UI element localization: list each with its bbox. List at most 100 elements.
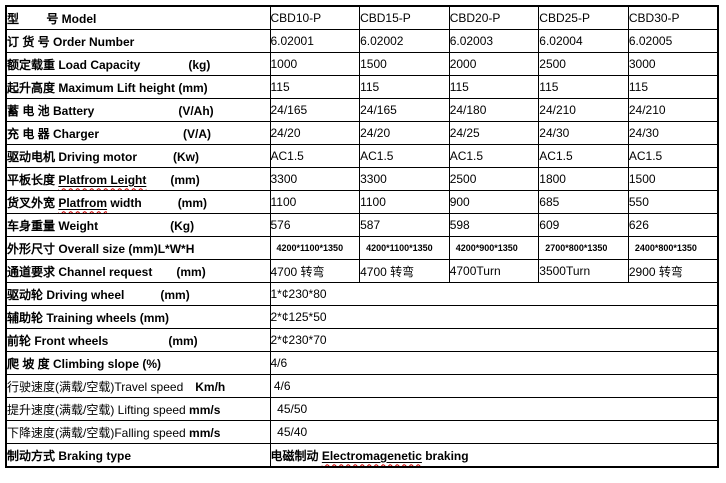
table-row-weight: 车身重量 Weight (Kg) 576 587 598 609 626 [5, 213, 719, 237]
text-segment: 辅助轮 Training wheels (mm) [7, 310, 170, 325]
value-cell-order-number: 6.02003 [448, 29, 540, 53]
value-cell-driving-motor: AC1.5 [448, 144, 540, 168]
table-row-load-capacity: 额定载重 Load Capacity (kg) 1000 1500 2000 2500 3… [5, 52, 719, 76]
value-cell-lifting-speed: 45/50 [269, 397, 719, 421]
row-label-driving-motor: 驱动电机 Driving motor (Kw) [5, 144, 271, 168]
text-segment: 平板长度 [7, 172, 59, 187]
row-label-platform-width: 货叉外宽 Platfrom width (mm) [5, 190, 271, 214]
value-cell-weight: 609 [538, 213, 629, 237]
table-row-climbing-slope: 爬 坡 度 Climbing slope (%) 4/6 [5, 351, 719, 375]
text-segment: 充 电 器 Charger (V/A) [7, 126, 212, 141]
value-cell-driving-motor: AC1.5 [627, 144, 719, 168]
row-label-travel-speed: 行驶速度(满载/空载)Travel speed Km/h [5, 374, 271, 398]
text-segment: 外形尺寸 Overall size (mm)L*W*H [7, 241, 195, 256]
value-cell-platform-width: 1100 [269, 190, 361, 214]
value-cell-weight: 587 [359, 213, 450, 237]
value-cell-order-number: 6.02004 [538, 29, 629, 53]
table-row-model: 型 号 Model CBD10-P CBD15-P CBD20-P CBD25-P CBD… [5, 5, 719, 30]
text-segment: 下降速度(满载/空载)Falling speed [7, 425, 190, 440]
value-cell-model: CBD20-P [448, 5, 540, 30]
table-row-lifting-speed: 提升速度(满载/空载) Lifting speed mm/s 45/50 [5, 397, 719, 421]
text-segment: 2*¢125*50 [270, 310, 327, 324]
value-cell-climbing-slope: 4/6 [269, 351, 719, 375]
row-label-falling-speed: 下降速度(满载/空载)Falling speed mm/s [5, 420, 271, 444]
value-cell-battery: 24/165 [269, 98, 361, 122]
value-cell-channel-request: 3500Turn [538, 259, 629, 283]
value-cell-max-lift-height: 115 [359, 75, 450, 99]
value-cell-weight: 626 [627, 213, 719, 237]
value-cell-platform-length: 1800 [538, 167, 629, 191]
value-cell-weight: 598 [448, 213, 540, 237]
value-cell-driving-motor: AC1.5 [538, 144, 629, 168]
value-cell-charger: 24/20 [359, 121, 450, 145]
underlined-text: Platfrom Leight [58, 172, 147, 187]
value-cell-model: CBD30-P [627, 5, 719, 30]
text-segment: 蓄 电 池 Battery (V/Ah) [7, 103, 214, 118]
text-segment: 货叉外宽 [7, 195, 59, 210]
value-cell-battery: 24/165 [359, 98, 450, 122]
text-segment: braking [421, 448, 469, 463]
text-segment: 爬 坡 度 Climbing slope (%) [7, 356, 162, 371]
text-segment: Km/h [183, 379, 226, 394]
row-label-lifting-speed: 提升速度(满载/空载) Lifting speed mm/s [5, 397, 271, 421]
value-cell-platform-width: 900 [448, 190, 540, 214]
text-segment: mm/s [189, 402, 221, 417]
value-cell-order-number: 6.02002 [359, 29, 450, 53]
row-label-overall-size: 外形尺寸 Overall size (mm)L*W*H [5, 236, 271, 260]
table-row-falling-speed: 下降速度(满载/空载)Falling speed mm/s 45/40 [5, 420, 719, 444]
text-segment: 起升高度 Maximum Lift height (mm) [7, 80, 208, 95]
row-label-front-wheels: 前轮 Front wheels (mm) [5, 328, 271, 352]
table-row-channel-request: 通道要求 Channel request (mm) 4700 转弯 4700 转弯 4… [5, 259, 719, 283]
table-row-travel-speed: 行驶速度(满载/空载)Travel speed Km/h 4/6 [5, 374, 719, 398]
value-cell-load-capacity: 3000 [627, 52, 719, 76]
value-cell-platform-length: 1500 [627, 167, 719, 191]
table-row-front-wheels: 前轮 Front wheels (mm) 2*¢230*70 [5, 328, 719, 352]
text-segment: 制动方式 Braking type [7, 448, 132, 463]
value-cell-platform-length: 3300 [269, 167, 361, 191]
value-cell-load-capacity: 1000 [269, 52, 361, 76]
spec-table-body: 型 号 Model CBD10-P CBD15-P CBD20-P CBD25-P CBD… [5, 5, 719, 468]
table-row-battery: 蓄 电 池 Battery (V/Ah) 24/165 24/165 24/180 24… [5, 98, 719, 122]
value-cell-overall-size: 2400*800*1350 [627, 236, 719, 260]
value-cell-weight: 576 [269, 213, 361, 237]
value-cell-charger: 24/30 [538, 121, 629, 145]
text-segment: mm/s [189, 425, 221, 440]
value-cell-channel-request: 4700 转弯 [359, 259, 450, 283]
text-segment: 型 号 Model [7, 11, 97, 26]
text-segment: 车身重量 Weight (Kg) [7, 218, 195, 233]
text-segment: 1*¢230*80 [270, 287, 327, 301]
value-cell-max-lift-height: 115 [627, 75, 719, 99]
table-row-order-number: 订 货 号 Order Number 6.02001 6.02002 6.02003 6… [5, 29, 719, 53]
row-label-weight: 车身重量 Weight (Kg) [5, 213, 271, 237]
table-row-driving-motor: 驱动电机 Driving motor (Kw) AC1.5 AC1.5 AC1.5 AC… [5, 144, 719, 168]
value-cell-driving-motor: AC1.5 [269, 144, 361, 168]
value-cell-max-lift-height: 115 [448, 75, 540, 99]
row-label-max-lift-height: 起升高度 Maximum Lift height (mm) [5, 75, 271, 99]
value-cell-battery: 24/210 [627, 98, 719, 122]
underlined-text: Platfrom [58, 195, 108, 210]
value-cell-max-lift-height: 115 [538, 75, 629, 99]
underlined-text: Electromagenetic [321, 448, 422, 463]
value-cell-load-capacity: 2000 [448, 52, 540, 76]
row-label-order-number: 订 货 号 Order Number [5, 29, 271, 53]
value-cell-falling-speed: 45/40 [269, 420, 719, 444]
row-label-channel-request: 通道要求 Channel request (mm) [5, 259, 271, 283]
text-segment: 45/40 [270, 425, 308, 439]
text-segment: 驱动电机 Driving motor (Kw) [7, 149, 199, 164]
text-segment: 行驶速度(满载/空载)Travel speed [7, 379, 184, 394]
text-segment: Electromagenetic [322, 449, 422, 463]
table-row-platform-width: 货叉外宽 Platfrom width (mm) 1100 1100 900 685 55… [5, 190, 719, 214]
table-row-training-wheels: 辅助轮 Training wheels (mm) 2*¢125*50 [5, 305, 719, 329]
text-segment: 电磁制动 [270, 448, 322, 463]
table-row-braking-type: 制动方式 Braking type 电磁制动 Electromagenetic b… [5, 443, 719, 468]
table-row-platform-length: 平板长度 Platfrom Leight (mm) 3300 3300 2500 180… [5, 167, 719, 191]
text-segment: 通道要求 Channel request (mm) [7, 264, 206, 279]
value-cell-platform-length: 2500 [448, 167, 540, 191]
value-cell-model: CBD25-P [538, 5, 629, 30]
row-label-model: 型 号 Model [5, 5, 271, 30]
value-cell-overall-size: 4200*1100*1350 [359, 236, 450, 260]
value-cell-platform-width: 1100 [359, 190, 450, 214]
table-row-charger: 充 电 器 Charger (V/A) 24/20 24/20 24/25 24/30 2… [5, 121, 719, 145]
value-cell-charger: 24/25 [448, 121, 540, 145]
